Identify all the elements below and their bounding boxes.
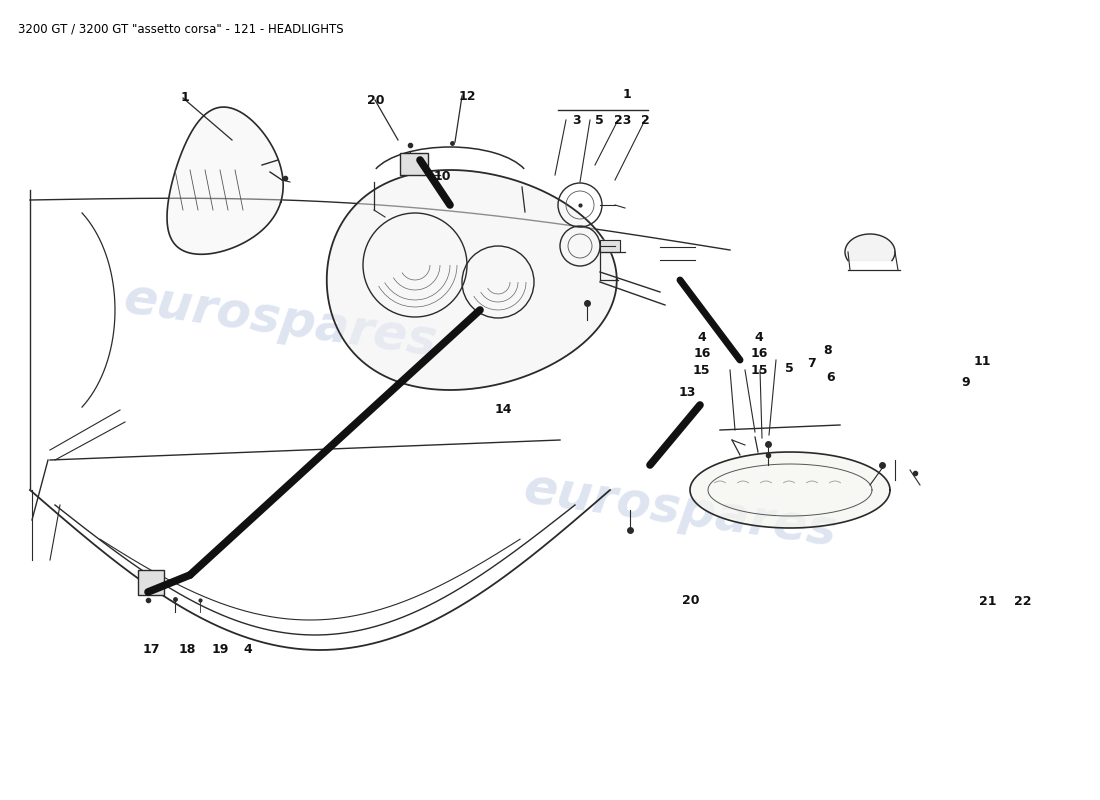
Text: 4: 4 <box>243 643 252 656</box>
Text: 10: 10 <box>433 170 451 182</box>
Text: 4: 4 <box>697 331 706 344</box>
Text: 17: 17 <box>143 643 161 656</box>
Text: 22: 22 <box>1014 595 1032 608</box>
Text: 14: 14 <box>495 403 513 416</box>
Text: 20: 20 <box>682 594 700 606</box>
Polygon shape <box>690 452 890 528</box>
Text: 16: 16 <box>693 347 711 360</box>
Bar <box>400 153 428 175</box>
Text: 1: 1 <box>623 88 631 101</box>
Text: 19: 19 <box>211 643 229 656</box>
Text: 6: 6 <box>826 371 835 384</box>
Text: 13: 13 <box>679 386 696 398</box>
Text: eurospares: eurospares <box>520 464 839 556</box>
Text: 3200 GT / 3200 GT "assetto corsa" - 121 - HEADLIGHTS: 3200 GT / 3200 GT "assetto corsa" - 121 … <box>18 22 343 35</box>
Bar <box>138 570 164 595</box>
Polygon shape <box>600 240 620 252</box>
Text: 15: 15 <box>693 364 711 377</box>
Text: 15: 15 <box>750 364 768 377</box>
Text: 9: 9 <box>961 376 970 389</box>
Text: 2: 2 <box>641 114 650 126</box>
Text: 5: 5 <box>595 114 604 126</box>
Text: 11: 11 <box>974 355 991 368</box>
Text: 8: 8 <box>823 344 832 357</box>
Text: 5: 5 <box>785 362 794 374</box>
Text: 23: 23 <box>614 114 631 126</box>
Text: 12: 12 <box>459 90 476 102</box>
Text: 1: 1 <box>180 91 189 104</box>
Text: 18: 18 <box>178 643 196 656</box>
Text: 20: 20 <box>367 94 385 106</box>
Polygon shape <box>327 170 617 390</box>
Text: eurospares: eurospares <box>120 274 440 366</box>
Text: 7: 7 <box>807 358 816 370</box>
Polygon shape <box>845 234 895 261</box>
Text: 21: 21 <box>979 595 997 608</box>
Text: 16: 16 <box>750 347 768 360</box>
Text: 3: 3 <box>572 114 581 126</box>
Polygon shape <box>167 107 283 254</box>
Text: 4: 4 <box>755 331 763 344</box>
